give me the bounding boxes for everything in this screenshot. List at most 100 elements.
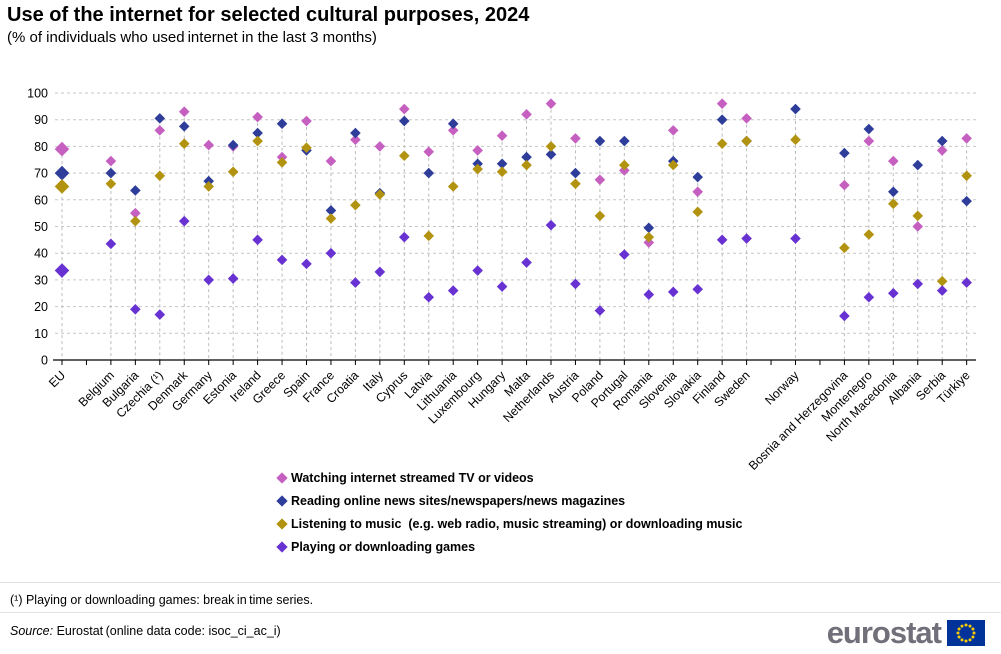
data-point [570, 133, 581, 144]
data-point [276, 157, 288, 168]
data-point [545, 141, 557, 152]
data-point [863, 123, 875, 135]
data-point [570, 278, 581, 290]
data-point [912, 278, 924, 290]
data-point [399, 231, 410, 243]
data-point [154, 125, 166, 136]
data-point [227, 273, 239, 284]
data-point [790, 134, 801, 146]
data-point [839, 147, 850, 159]
eurostat-logo: eurostat [827, 617, 985, 648]
data-point [178, 121, 190, 132]
data-point [912, 159, 924, 171]
data-point [936, 275, 948, 287]
flag-star [956, 631, 960, 634]
data-point [105, 238, 117, 250]
data-point [643, 222, 655, 234]
data-point [301, 142, 312, 154]
data-point [203, 139, 214, 151]
data-point [570, 178, 581, 190]
footnote: (¹) Playing or downloading games: break … [10, 593, 314, 607]
data-point [936, 135, 948, 147]
eurostat-logo-text: eurostat [826, 615, 942, 650]
legend-label: Reading online news sites/newspapers/new… [291, 493, 626, 508]
data-point [692, 206, 703, 218]
data-point [692, 283, 703, 295]
data-point [912, 221, 924, 232]
data-point [54, 141, 70, 157]
flag-star [971, 635, 975, 638]
legend-item-watching: Watching internet streamed TV or videos [276, 466, 742, 489]
y-axis-tick-label: 80 [34, 140, 48, 154]
separator-line [0, 612, 1001, 613]
y-axis-tick-label: 70 [34, 167, 48, 181]
data-point [667, 159, 679, 171]
source-prefix: Source: [10, 624, 54, 638]
data-point [350, 134, 361, 146]
data-point [178, 215, 190, 227]
y-axis-tick-label: 10 [34, 327, 48, 341]
chart-title: Use of the internet for selected cultura… [7, 4, 530, 26]
data-point [643, 237, 655, 248]
data-point [423, 146, 435, 158]
y-axis-tick-label: 20 [34, 300, 48, 314]
data-point [178, 138, 190, 150]
legend-label: Watching internet streamed TV or videos [291, 470, 534, 485]
data-point [741, 135, 752, 147]
data-point [496, 166, 508, 178]
data-point [912, 210, 924, 222]
data-point [496, 130, 508, 142]
data-point [130, 185, 141, 196]
legend-item-playing: Playing or downloading games [276, 535, 742, 558]
data-point [276, 254, 288, 266]
data-point [643, 289, 655, 300]
data-point [374, 266, 386, 278]
source-text: Eurostat (online data code: isoc_ci_ac_i… [53, 624, 281, 638]
data-point [252, 111, 263, 123]
data-point [130, 303, 141, 315]
data-point [790, 103, 801, 115]
data-point [961, 277, 972, 288]
y-axis-tick-label: 30 [34, 273, 48, 287]
legend-label: Listening to music (e.g. web radio, musi… [291, 516, 743, 531]
data-point [521, 109, 532, 120]
flag-star [964, 623, 968, 626]
data-point [227, 139, 239, 151]
data-point [54, 263, 70, 278]
chart-subtitle: (% of individuals who used internet in t… [7, 29, 377, 46]
flag-star [968, 637, 972, 641]
data-point [472, 145, 483, 156]
legend-label: Playing or downloading games [291, 539, 476, 554]
data-point [350, 277, 361, 288]
data-point [252, 127, 263, 139]
data-point [741, 233, 752, 244]
data-point [594, 305, 606, 316]
data-point [496, 158, 508, 170]
data-point [594, 174, 606, 186]
data-point [54, 179, 70, 194]
data-point [667, 286, 679, 298]
data-point [252, 234, 263, 246]
eu-flag-icon [947, 619, 985, 646]
diamond-marker-icon [276, 471, 288, 484]
y-axis-tick-label: 0 [41, 354, 48, 368]
legend-item-reading: Reading online news sites/newspapers/new… [276, 489, 742, 512]
data-point [888, 186, 899, 198]
data-point [105, 178, 117, 190]
data-point [301, 115, 312, 127]
data-point [936, 285, 948, 296]
data-point [961, 170, 972, 182]
y-axis-tick-label: 40 [34, 247, 48, 261]
flag-star [960, 637, 964, 641]
data-point [570, 167, 581, 179]
data-point [496, 281, 508, 292]
data-point [374, 189, 386, 200]
data-point [545, 219, 557, 231]
data-point [619, 135, 630, 147]
data-point [741, 113, 752, 124]
data-point [472, 158, 483, 170]
data-point [276, 151, 288, 163]
data-point [961, 133, 972, 144]
data-point [839, 242, 850, 254]
